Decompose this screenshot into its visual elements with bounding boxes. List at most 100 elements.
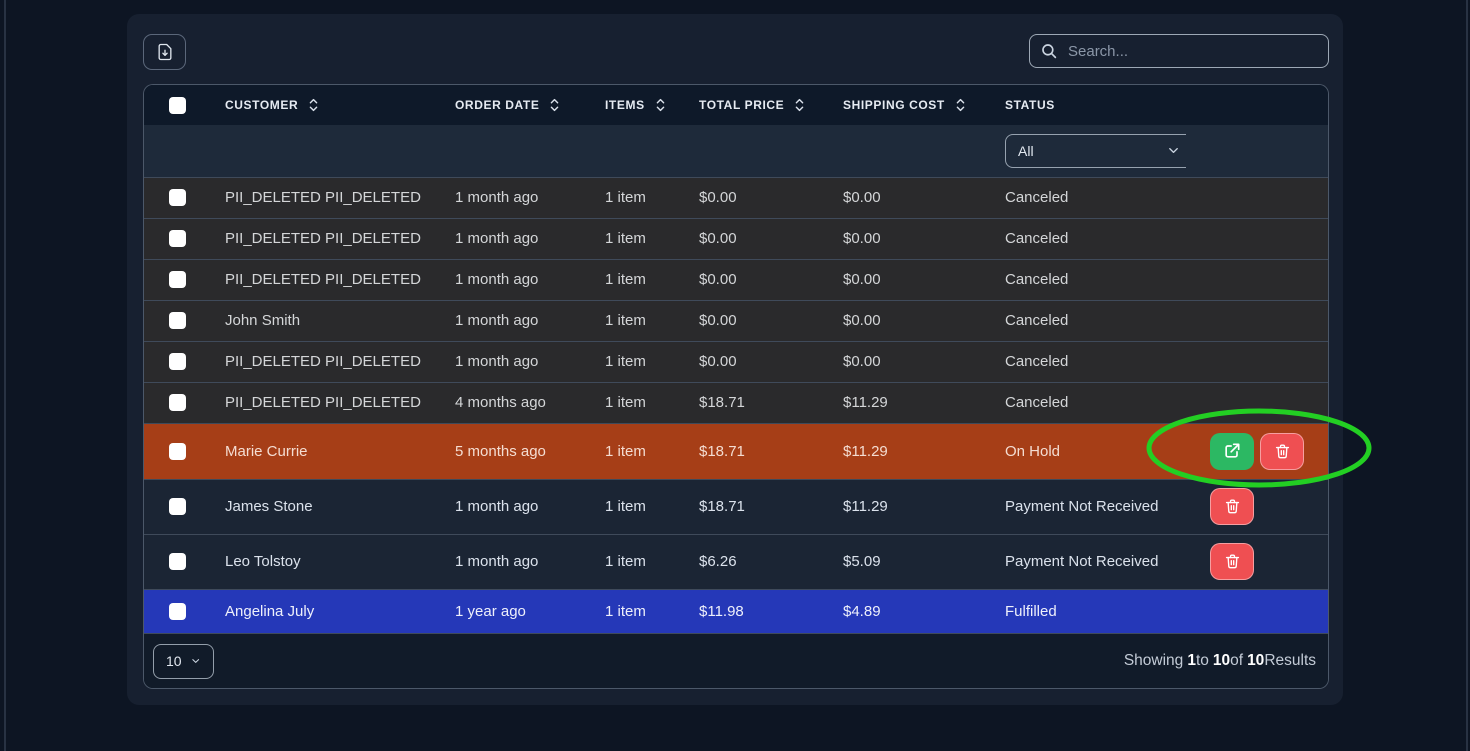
column-header-total-price[interactable]: TOTAL PRICE [685, 85, 829, 125]
sort-icon[interactable] [955, 97, 966, 113]
row-checkbox[interactable] [169, 230, 186, 248]
results-summary: Showing 1to 10of 10Results [1123, 652, 1316, 669]
customer-cell: Angelina July [225, 602, 315, 620]
status-cell: Canceled [1005, 394, 1069, 411]
table-row: John Smith 1 month ago 1 item $0.00 $0.0… [144, 300, 1328, 341]
page-size-select[interactable]: 10 [153, 643, 214, 679]
select-all-checkbox[interactable] [169, 96, 186, 114]
order-date-cell: 1 month ago [455, 498, 539, 515]
customer-cell: PII_DELETED PII_DELETED [225, 271, 421, 288]
sort-icon[interactable] [794, 97, 805, 113]
customer-cell: Leo Tolstoy [225, 553, 301, 570]
status-cell: Payment Not Received [1005, 553, 1159, 570]
search-input[interactable] [1066, 41, 1318, 61]
search-box [1029, 34, 1329, 68]
row-checkbox[interactable] [169, 603, 186, 621]
trash-icon [1275, 443, 1289, 458]
items-cell: 1 item [605, 442, 646, 460]
row-select-cell [144, 534, 211, 589]
table-row: Leo Tolstoy 1 month ago 1 item $6.26 $5.… [144, 534, 1328, 589]
actions-cell [1186, 341, 1328, 382]
sort-icon[interactable] [655, 97, 666, 113]
actions-cell [1186, 534, 1328, 589]
row-checkbox[interactable] [169, 312, 186, 330]
column-label: TOTAL PRICE [699, 98, 785, 112]
items-cell: 1 item [605, 312, 646, 329]
column-header-items[interactable]: ITEMS [591, 85, 685, 125]
shipping-cost-cell: $11.29 [843, 442, 888, 460]
table-header-row: CUSTOMER ORDER DATE ITEMS [144, 85, 1328, 125]
row-checkbox[interactable] [169, 553, 186, 571]
filter-row: All [144, 125, 1328, 177]
column-header-order-date[interactable]: ORDER DATE [441, 85, 591, 125]
row-checkbox[interactable] [169, 189, 186, 207]
order-date-cell: 1 month ago [455, 353, 539, 370]
row-checkbox[interactable] [169, 442, 186, 460]
export-button[interactable] [143, 34, 186, 70]
actions-cell [1186, 259, 1328, 300]
items-cell: 1 item [605, 394, 646, 411]
items-cell: 1 item [605, 553, 646, 570]
table-footer: 10 Showing 1to 10of 10Results [144, 633, 1328, 688]
file-download-icon [158, 43, 171, 61]
items-cell: 1 item [605, 602, 646, 620]
status-filter-value: All [1018, 142, 1034, 159]
chevron-down-icon [1169, 148, 1178, 154]
column-header-actions [1186, 85, 1328, 125]
row-checkbox[interactable] [169, 498, 186, 516]
status-filter-select[interactable]: All [1005, 133, 1194, 168]
viewport-edge-line-right[interactable] [1466, 0, 1468, 751]
column-header-status: STATUS [991, 85, 1186, 125]
actions-cell [1186, 300, 1328, 341]
column-header-customer[interactable]: CUSTOMER [211, 85, 441, 125]
row-select-cell [144, 177, 211, 218]
order-date-cell: 1 month ago [455, 553, 539, 570]
items-cell: 1 item [605, 189, 646, 206]
row-select-cell [144, 382, 211, 423]
shipping-cost-cell: $0.00 [843, 271, 881, 288]
delete-button[interactable] [1210, 488, 1254, 525]
order-date-cell: 1 month ago [455, 230, 539, 247]
total-price-cell: $6.26 [699, 553, 737, 570]
customer-cell: PII_DELETED PII_DELETED [225, 230, 421, 247]
row-checkbox[interactable] [169, 394, 186, 412]
total-price-cell: $18.71 [699, 498, 745, 515]
table-row: Marie Currie 5 months ago 1 item $18.71 … [144, 423, 1328, 479]
actions-cell [1186, 589, 1328, 633]
items-cell: 1 item [605, 230, 646, 247]
row-checkbox[interactable] [169, 353, 186, 371]
shipping-cost-cell: $0.00 [843, 230, 881, 247]
customer-cell: PII_DELETED PII_DELETED [225, 394, 421, 411]
status-cell: Canceled [1005, 353, 1069, 370]
row-select-cell [144, 479, 211, 534]
delete-button[interactable] [1260, 432, 1304, 470]
customer-cell: John Smith [225, 312, 301, 329]
edit-button[interactable] [1210, 432, 1254, 470]
orders-table: CUSTOMER ORDER DATE ITEMS [144, 85, 1328, 633]
row-select-cell [144, 589, 211, 633]
table-row: PII_DELETED PII_DELETED 1 month ago 1 it… [144, 218, 1328, 259]
customer-cell: PII_DELETED PII_DELETED [225, 189, 421, 206]
row-checkbox[interactable] [169, 271, 186, 289]
row-select-cell [144, 259, 211, 300]
select-all-header [144, 85, 211, 125]
column-header-shipping-cost[interactable]: SHIPPING COST [829, 85, 991, 125]
delete-button[interactable] [1210, 543, 1254, 580]
table-row: James Stone 1 month ago 1 item $18.71 $1… [144, 479, 1328, 534]
sort-icon[interactable] [549, 97, 560, 113]
sort-icon[interactable] [308, 97, 319, 113]
chevron-down-icon [191, 659, 199, 663]
row-select-cell [144, 341, 211, 382]
toolbar [143, 34, 1329, 70]
shipping-cost-cell: $5.09 [843, 553, 881, 570]
shipping-cost-cell: $0.00 [843, 353, 881, 370]
order-date-cell: 5 months ago [455, 442, 546, 460]
customer-cell: James Stone [225, 498, 313, 515]
column-label: SHIPPING COST [843, 98, 945, 112]
row-select-cell [144, 423, 211, 479]
table-row: PII_DELETED PII_DELETED 1 month ago 1 it… [144, 177, 1328, 218]
orders-panel: CUSTOMER ORDER DATE ITEMS [127, 14, 1343, 705]
order-date-cell: 4 months ago [455, 394, 546, 411]
search-icon [1042, 44, 1057, 59]
status-cell: Payment Not Received [1005, 498, 1159, 515]
